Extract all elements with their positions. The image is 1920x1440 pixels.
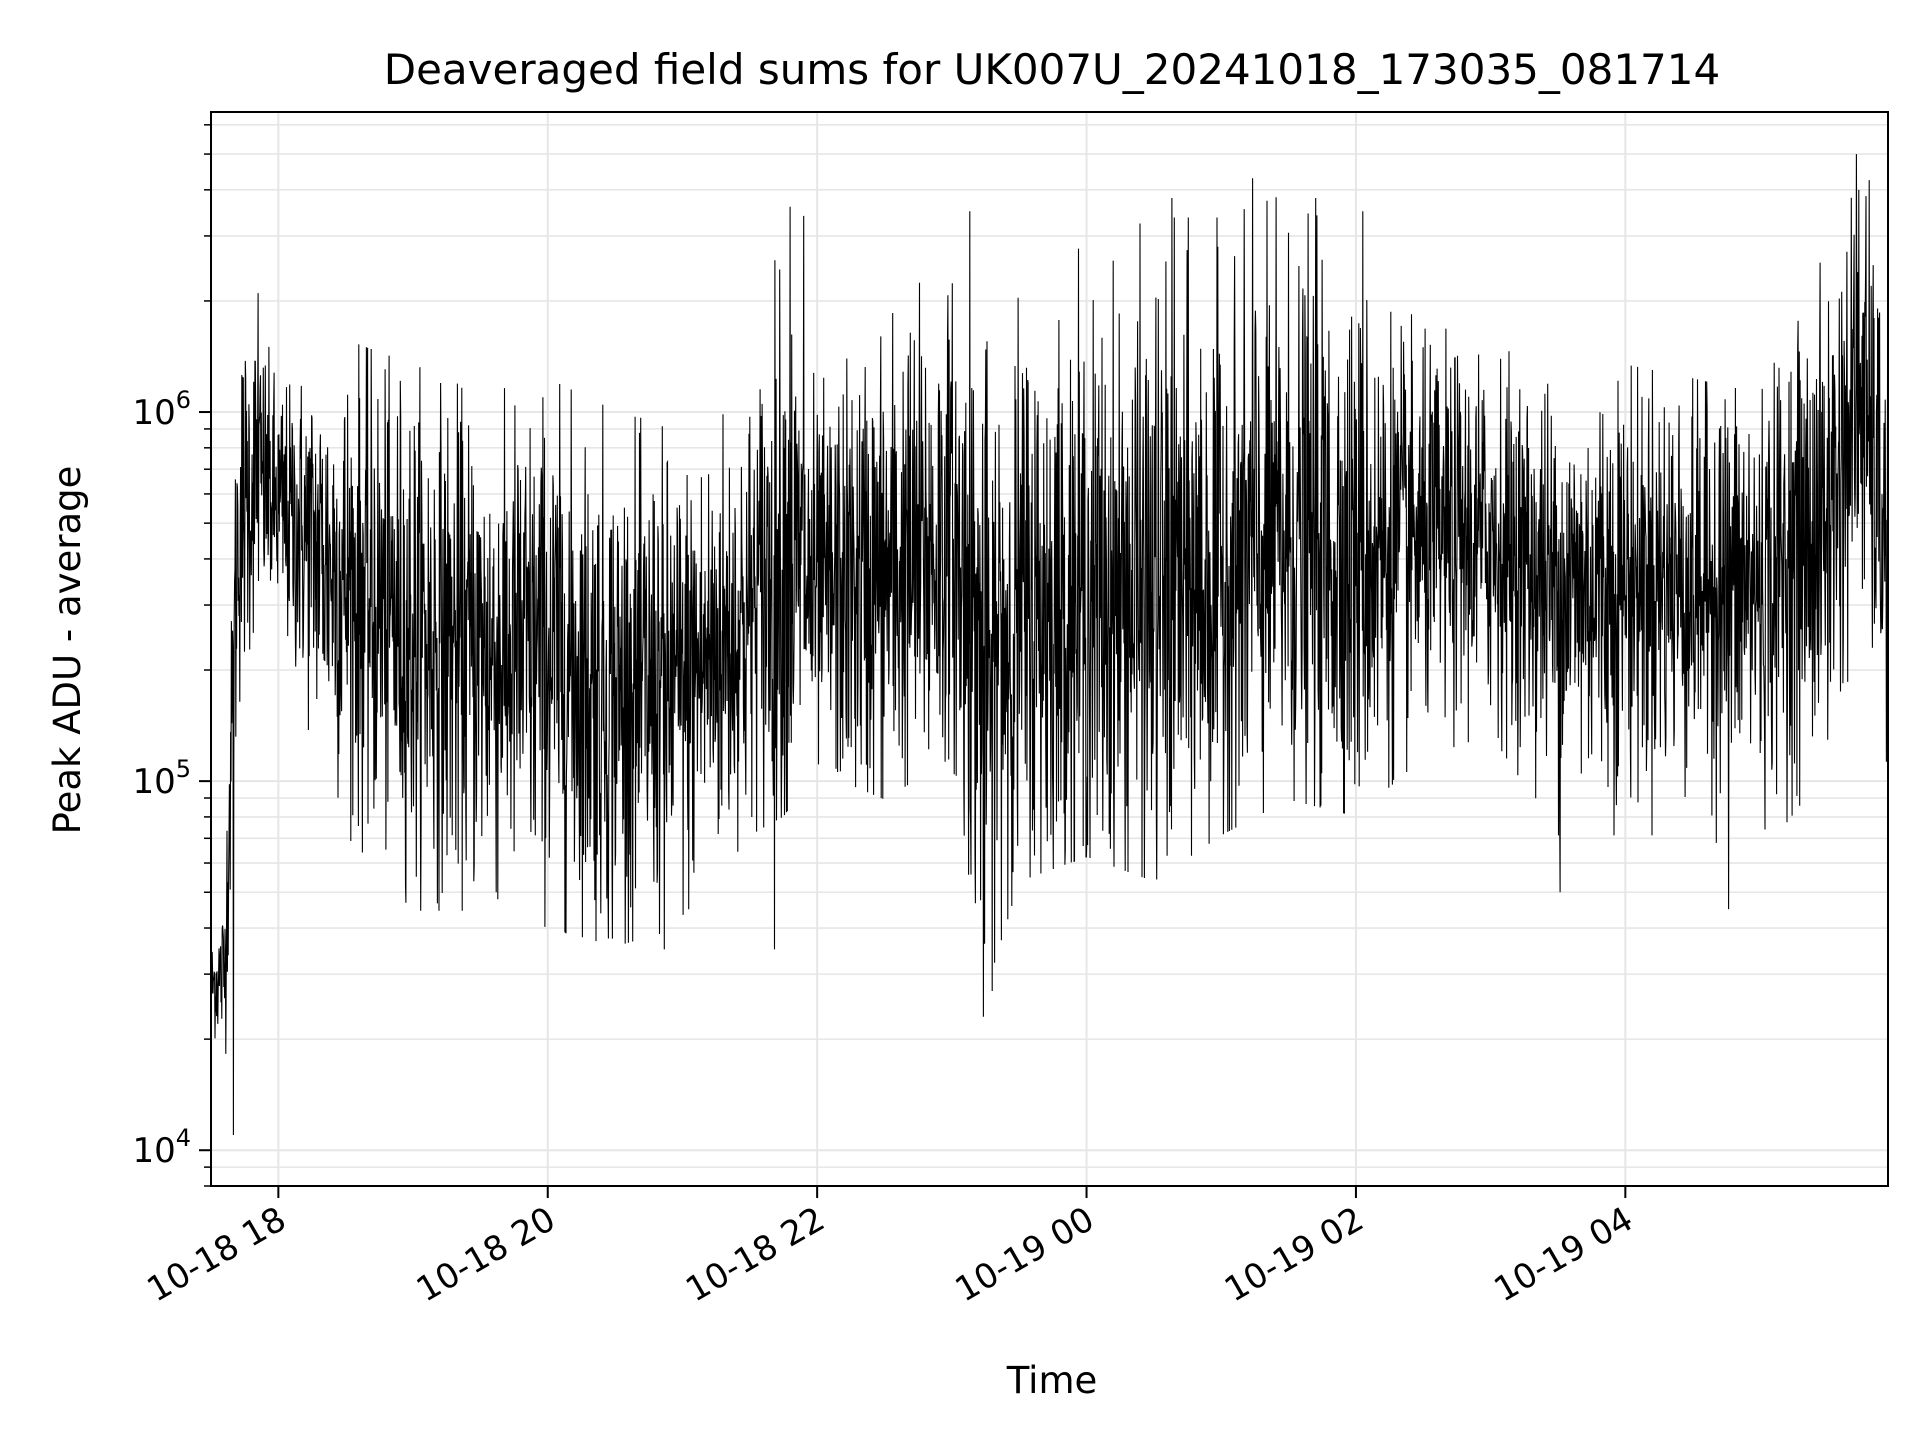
x-axis-label: Time [1006, 1359, 1098, 1402]
plot-frame [210, 111, 1889, 1187]
chart-title: Deaveraged field sums for UK007U_2024101… [384, 45, 1720, 94]
y-tick-label: 104 [132, 1124, 191, 1171]
series-layer [210, 154, 1889, 1136]
y-axis: 104 105 106 [132, 124, 211, 1187]
y-axis-label: Peak ADU - average [46, 466, 89, 835]
y-tick-label: 106 [132, 386, 191, 433]
y-tick-label: 105 [132, 755, 191, 802]
series-line [210, 154, 1889, 1136]
